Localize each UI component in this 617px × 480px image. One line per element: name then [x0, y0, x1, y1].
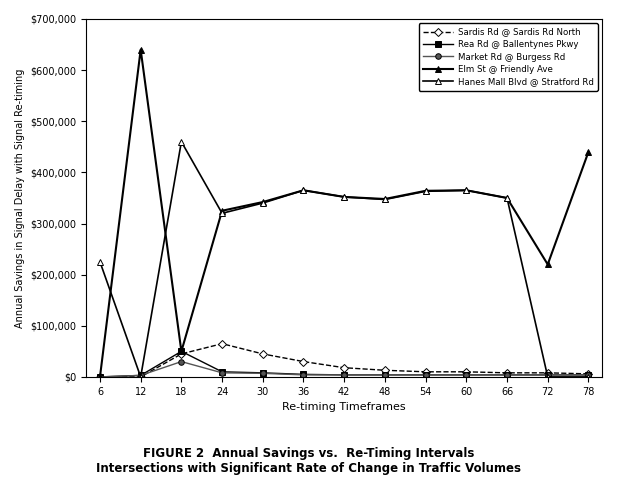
X-axis label: Re-timing Timeframes: Re-timing Timeframes	[283, 402, 406, 412]
Legend: Sardis Rd @ Sardis Rd North, Rea Rd @ Ballentynes Pkwy, Market Rd @ Burgess Rd, : Sardis Rd @ Sardis Rd North, Rea Rd @ Ba…	[419, 24, 598, 91]
Text: FIGURE 2  Annual Savings vs.  Re-Timing Intervals
Intersections with Significant: FIGURE 2 Annual Savings vs. Re-Timing In…	[96, 447, 521, 475]
Y-axis label: Annual Savings in Signal Delay with Signal Re-timing: Annual Savings in Signal Delay with Sign…	[15, 68, 25, 328]
